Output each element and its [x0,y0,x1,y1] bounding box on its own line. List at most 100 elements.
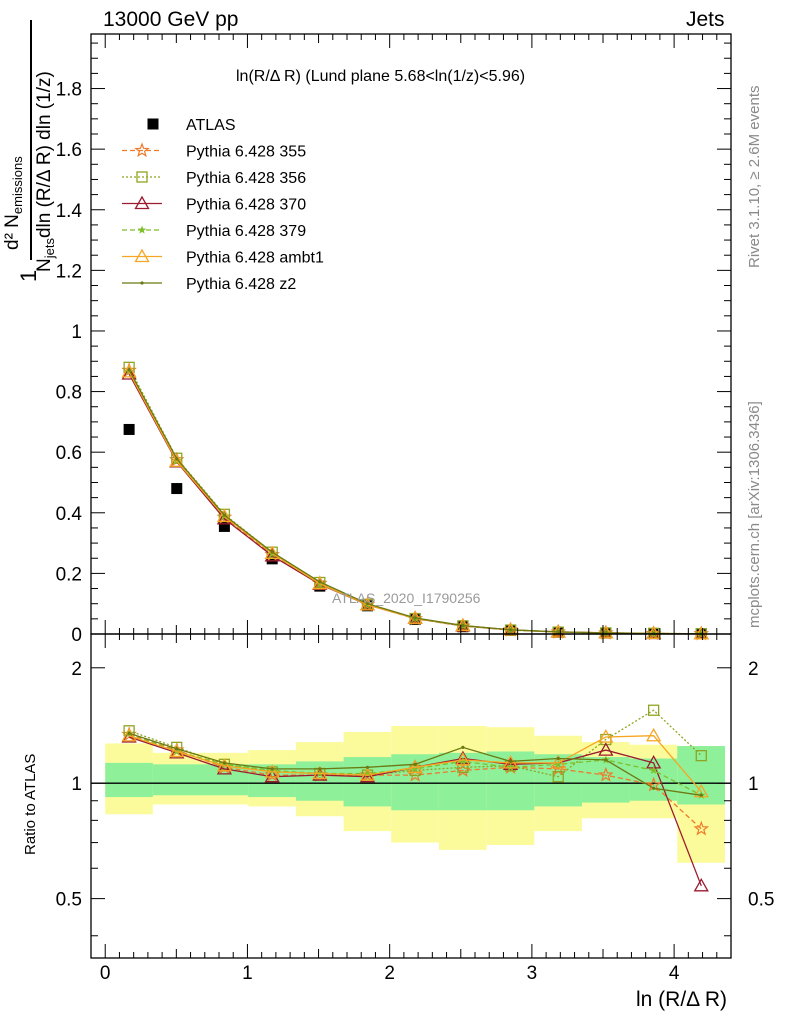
legend-marker [136,171,148,183]
ratio-y-tick-label-left: 1 [71,774,82,795]
p370-ratio-point [264,768,280,783]
y-tick-label: 1.8 [56,80,82,101]
ambt1-ratio-line [128,735,702,793]
y-label-ratio: Ratio to ATLAS [22,753,39,855]
legend-marker [137,225,147,234]
legend: ATLAS Pythia 6.428 355 Pythia 6.428 356 Pyt… [122,117,324,293]
z2-main-point [508,628,513,632]
z2-ratio-point [413,762,417,766]
ratio-y-tick-label-left: 0.5 [56,890,82,911]
axis-ticks: 0 1 2 3 4 0 0.2 0.4 0.6 0.8 1 1.2 1.4 1.6 1.8 0.5 0.5 1 1 2… [56,34,774,984]
p356-ratio-point [695,749,707,762]
legend-label: Pythia 6.428 ambt1 [186,250,324,267]
z2-main-point [270,550,274,554]
ambt1-ratio-point [550,755,566,769]
legend-marker [134,195,150,210]
p356-ratio-point [647,704,660,716]
z2-ratio-point [461,745,465,749]
y-tick-label: 1.2 [56,261,82,282]
p356-main-point [171,452,183,464]
z2-main-point [318,580,322,584]
mcplots-label: mcplots.cern.ch [arXiv:1306.3436] [746,401,763,628]
x-tick-label: 3 [527,963,538,984]
p370-ratio-point [455,750,471,765]
legend-marker [134,248,150,263]
z2-main-point [556,630,560,634]
p379-ratio-point [363,769,372,778]
main-series-layer [121,361,710,641]
x-tick-label: 1 [242,963,253,984]
band-green-bin [581,757,630,803]
band-green-bin [391,754,439,811]
ambt1-ratio-point [169,743,185,758]
ambt1-ratio-point [121,727,137,742]
legend-label: ATLAS [186,117,236,134]
ratio-uncertainty-bands [105,725,726,863]
legend-label: Pythia 6.428 370 [186,197,306,214]
ambt1-main-point [169,453,185,467]
z2-ratio-point [604,758,608,762]
z2-ratio-point [365,765,370,769]
legend-label: Pythia 6.428 355 [186,144,306,161]
ambt1-ratio-point [455,752,471,766]
ambt1-ratio-point [407,759,423,773]
z2-ratio-point [270,767,274,771]
y-label-denominator-sub: jets [42,238,57,259]
ambt1-main-point [121,364,137,378]
y-label-main: 1 d² Nemissions Njetsdln (R/Δ R) dln (1/… [2,20,62,300]
z2-ratio-point [175,747,179,751]
atlas-data-point [218,520,230,532]
ambt1-ratio-point [359,767,376,781]
x-label: ln (R/Δ R) [636,988,728,1011]
z2-ratio-point [652,786,656,790]
z2-main-point [127,368,131,372]
p379-ratio-point [410,764,420,773]
header-right: Jets [686,8,725,31]
p370-main-point [121,366,137,380]
plot-title: ln(R/Δ R) (Lund plane 5.68<ln(1/z)<5.96) [236,68,526,85]
legend-marker [147,118,159,130]
p370-ratio-point [359,768,376,783]
y-tick-label: 1.6 [56,140,82,161]
ambt1-ratio-point [312,765,328,780]
ambt1-ratio-point [216,758,233,772]
y-tick-label: 1.4 [56,201,83,222]
p370-ratio-point [216,761,233,775]
y-tick-label: 0.2 [56,564,82,585]
atlas-data-point [123,423,135,435]
y-label-numerator-sub: emissions [10,156,25,215]
ratio-y-tick-label-right: 2 [748,659,759,680]
x-tick-label: 4 [669,963,680,984]
z2-ratio-point [699,793,703,797]
p355-ratio-point [693,820,710,836]
p370-ratio-point [502,756,519,770]
z2-ratio-point [222,761,227,765]
y-label-fraction-bar [30,20,32,260]
ratio-y-tick-label-right: 0.5 [748,890,774,911]
p370-ratio-point [693,877,709,892]
ambt1-ratio-point [502,755,519,769]
y-label-numerator: d² N [2,214,23,250]
y-tick-label: 0.4 [56,504,83,525]
z2-main-point [413,616,417,620]
ambt1-main-point [693,625,709,640]
z2-ratio-point [318,767,322,771]
z2-ratio-point [508,759,513,763]
rivet-label: Rivet 3.1.10, ≥ 2.6M events [746,85,763,269]
ratio-y-tick-label-right: 1 [748,774,759,795]
x-tick-label: 2 [384,963,395,984]
x-tick-label: 0 [100,963,111,984]
band-green-bin [105,762,153,798]
ratio-y-tick-label-left: 2 [71,659,82,680]
band-green-bin [152,764,201,796]
y-label-denominator: N [34,258,55,272]
z2-ratio-point [556,756,560,761]
ambt1-main-point [216,508,233,523]
z2-main-point [175,457,179,461]
legend-label: Pythia 6.428 356 [186,170,306,187]
ambt1-main-point [646,625,662,640]
z2-main-point [365,602,370,606]
y-tick-label: 0.8 [56,383,82,404]
y-tick-label: 0 [71,625,82,646]
ambt1-ratio-point [598,729,614,743]
